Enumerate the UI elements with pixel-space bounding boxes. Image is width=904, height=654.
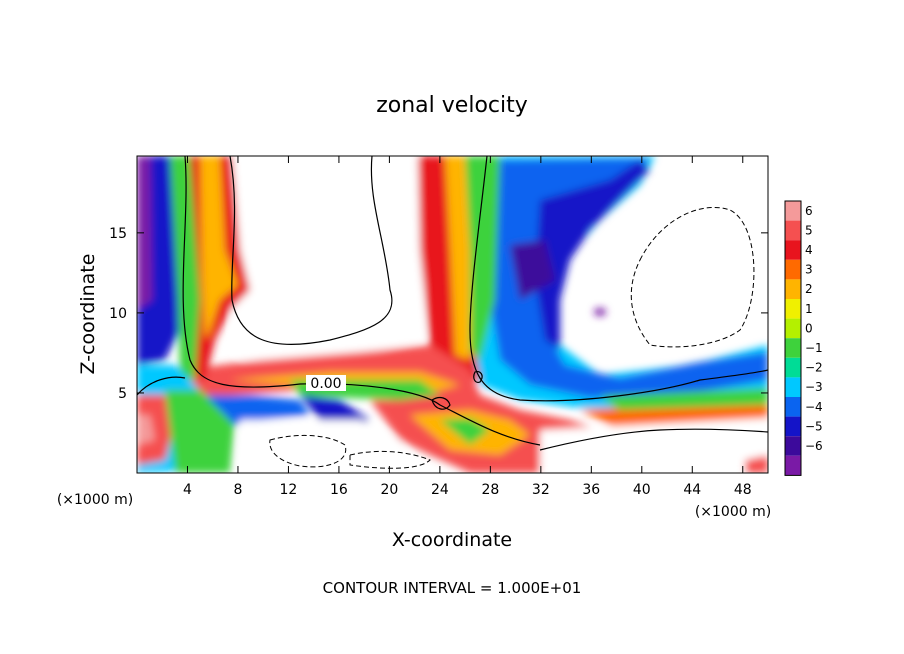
x-tick-label: 28 xyxy=(481,482,499,498)
colorbar-label: 5 xyxy=(805,223,813,237)
chart-title: zonal velocity xyxy=(376,93,528,118)
colorbar-swatch xyxy=(785,455,801,476)
x-tick-label: 32 xyxy=(532,482,550,498)
colorbar-label: 1 xyxy=(805,302,813,316)
x-unit-right: (×1000 m) xyxy=(695,504,771,520)
colorbar-swatch xyxy=(785,299,801,319)
contour-lines xyxy=(137,156,768,451)
colorbar-swatch xyxy=(785,436,801,456)
colorbar-label: 0 xyxy=(805,321,813,335)
colorbar-swatch xyxy=(785,397,801,417)
x-tick-label: 36 xyxy=(582,482,600,498)
x-tick-label: 8 xyxy=(233,482,242,498)
x-tick-label: 12 xyxy=(280,482,298,498)
y-tick-label: 10 xyxy=(109,306,127,322)
contour-interval-note: CONTOUR INTERVAL = 1.000E+01 xyxy=(323,579,582,597)
x-tick-label: 48 xyxy=(734,482,752,498)
colorbar-swatch xyxy=(785,220,801,241)
dashed-contours xyxy=(269,206,755,469)
x-tick-label: 40 xyxy=(633,482,651,498)
x-unit-left: (×1000 m) xyxy=(57,492,133,508)
colorbar-swatch xyxy=(785,279,801,299)
colorbar-swatch xyxy=(785,259,801,280)
colorbar-label: −4 xyxy=(805,400,823,414)
colorbar-frame xyxy=(784,200,802,476)
colorbar-label: −5 xyxy=(805,419,823,433)
colorbar-label: 2 xyxy=(805,282,813,296)
colorbar-swatch xyxy=(785,201,801,221)
colorbar-label: 6 xyxy=(805,204,813,218)
colorbar-label: −1 xyxy=(805,341,823,355)
colorbar: 6 5 4 3 2 1 0 −1 −2 −3 −4 −5 −6 xyxy=(784,200,823,476)
contour-label: 0.00 xyxy=(310,376,341,392)
colorbar-swatch xyxy=(785,338,801,358)
colorbar-label: −3 xyxy=(805,380,823,394)
colorbar-label: 4 xyxy=(805,243,813,257)
x-tick-label: 20 xyxy=(380,482,398,498)
y-axis-label: Z-coordinate xyxy=(77,254,99,375)
contour-label-box xyxy=(306,375,346,391)
x-axis-label: X-coordinate xyxy=(392,529,512,551)
colorbar-swatch xyxy=(785,318,801,339)
x-tick-label: 4 xyxy=(183,482,192,498)
colorbar-swatch xyxy=(785,357,801,378)
velocity-field xyxy=(137,156,768,473)
y-tick-label: 15 xyxy=(109,226,127,242)
x-tick-label: 16 xyxy=(330,482,348,498)
colorbar-label: −6 xyxy=(805,439,823,453)
colorbar-swatch xyxy=(785,416,801,437)
colorbar-label: −2 xyxy=(805,361,823,375)
plot-frame xyxy=(136,155,769,474)
x-tick-label: 24 xyxy=(431,482,449,498)
colorbar-label: 3 xyxy=(805,263,813,277)
colorbar-swatch xyxy=(785,240,801,260)
x-tick-label: 44 xyxy=(683,482,701,498)
colorbar-swatch xyxy=(785,377,801,397)
y-tick-label: 5 xyxy=(118,386,127,402)
